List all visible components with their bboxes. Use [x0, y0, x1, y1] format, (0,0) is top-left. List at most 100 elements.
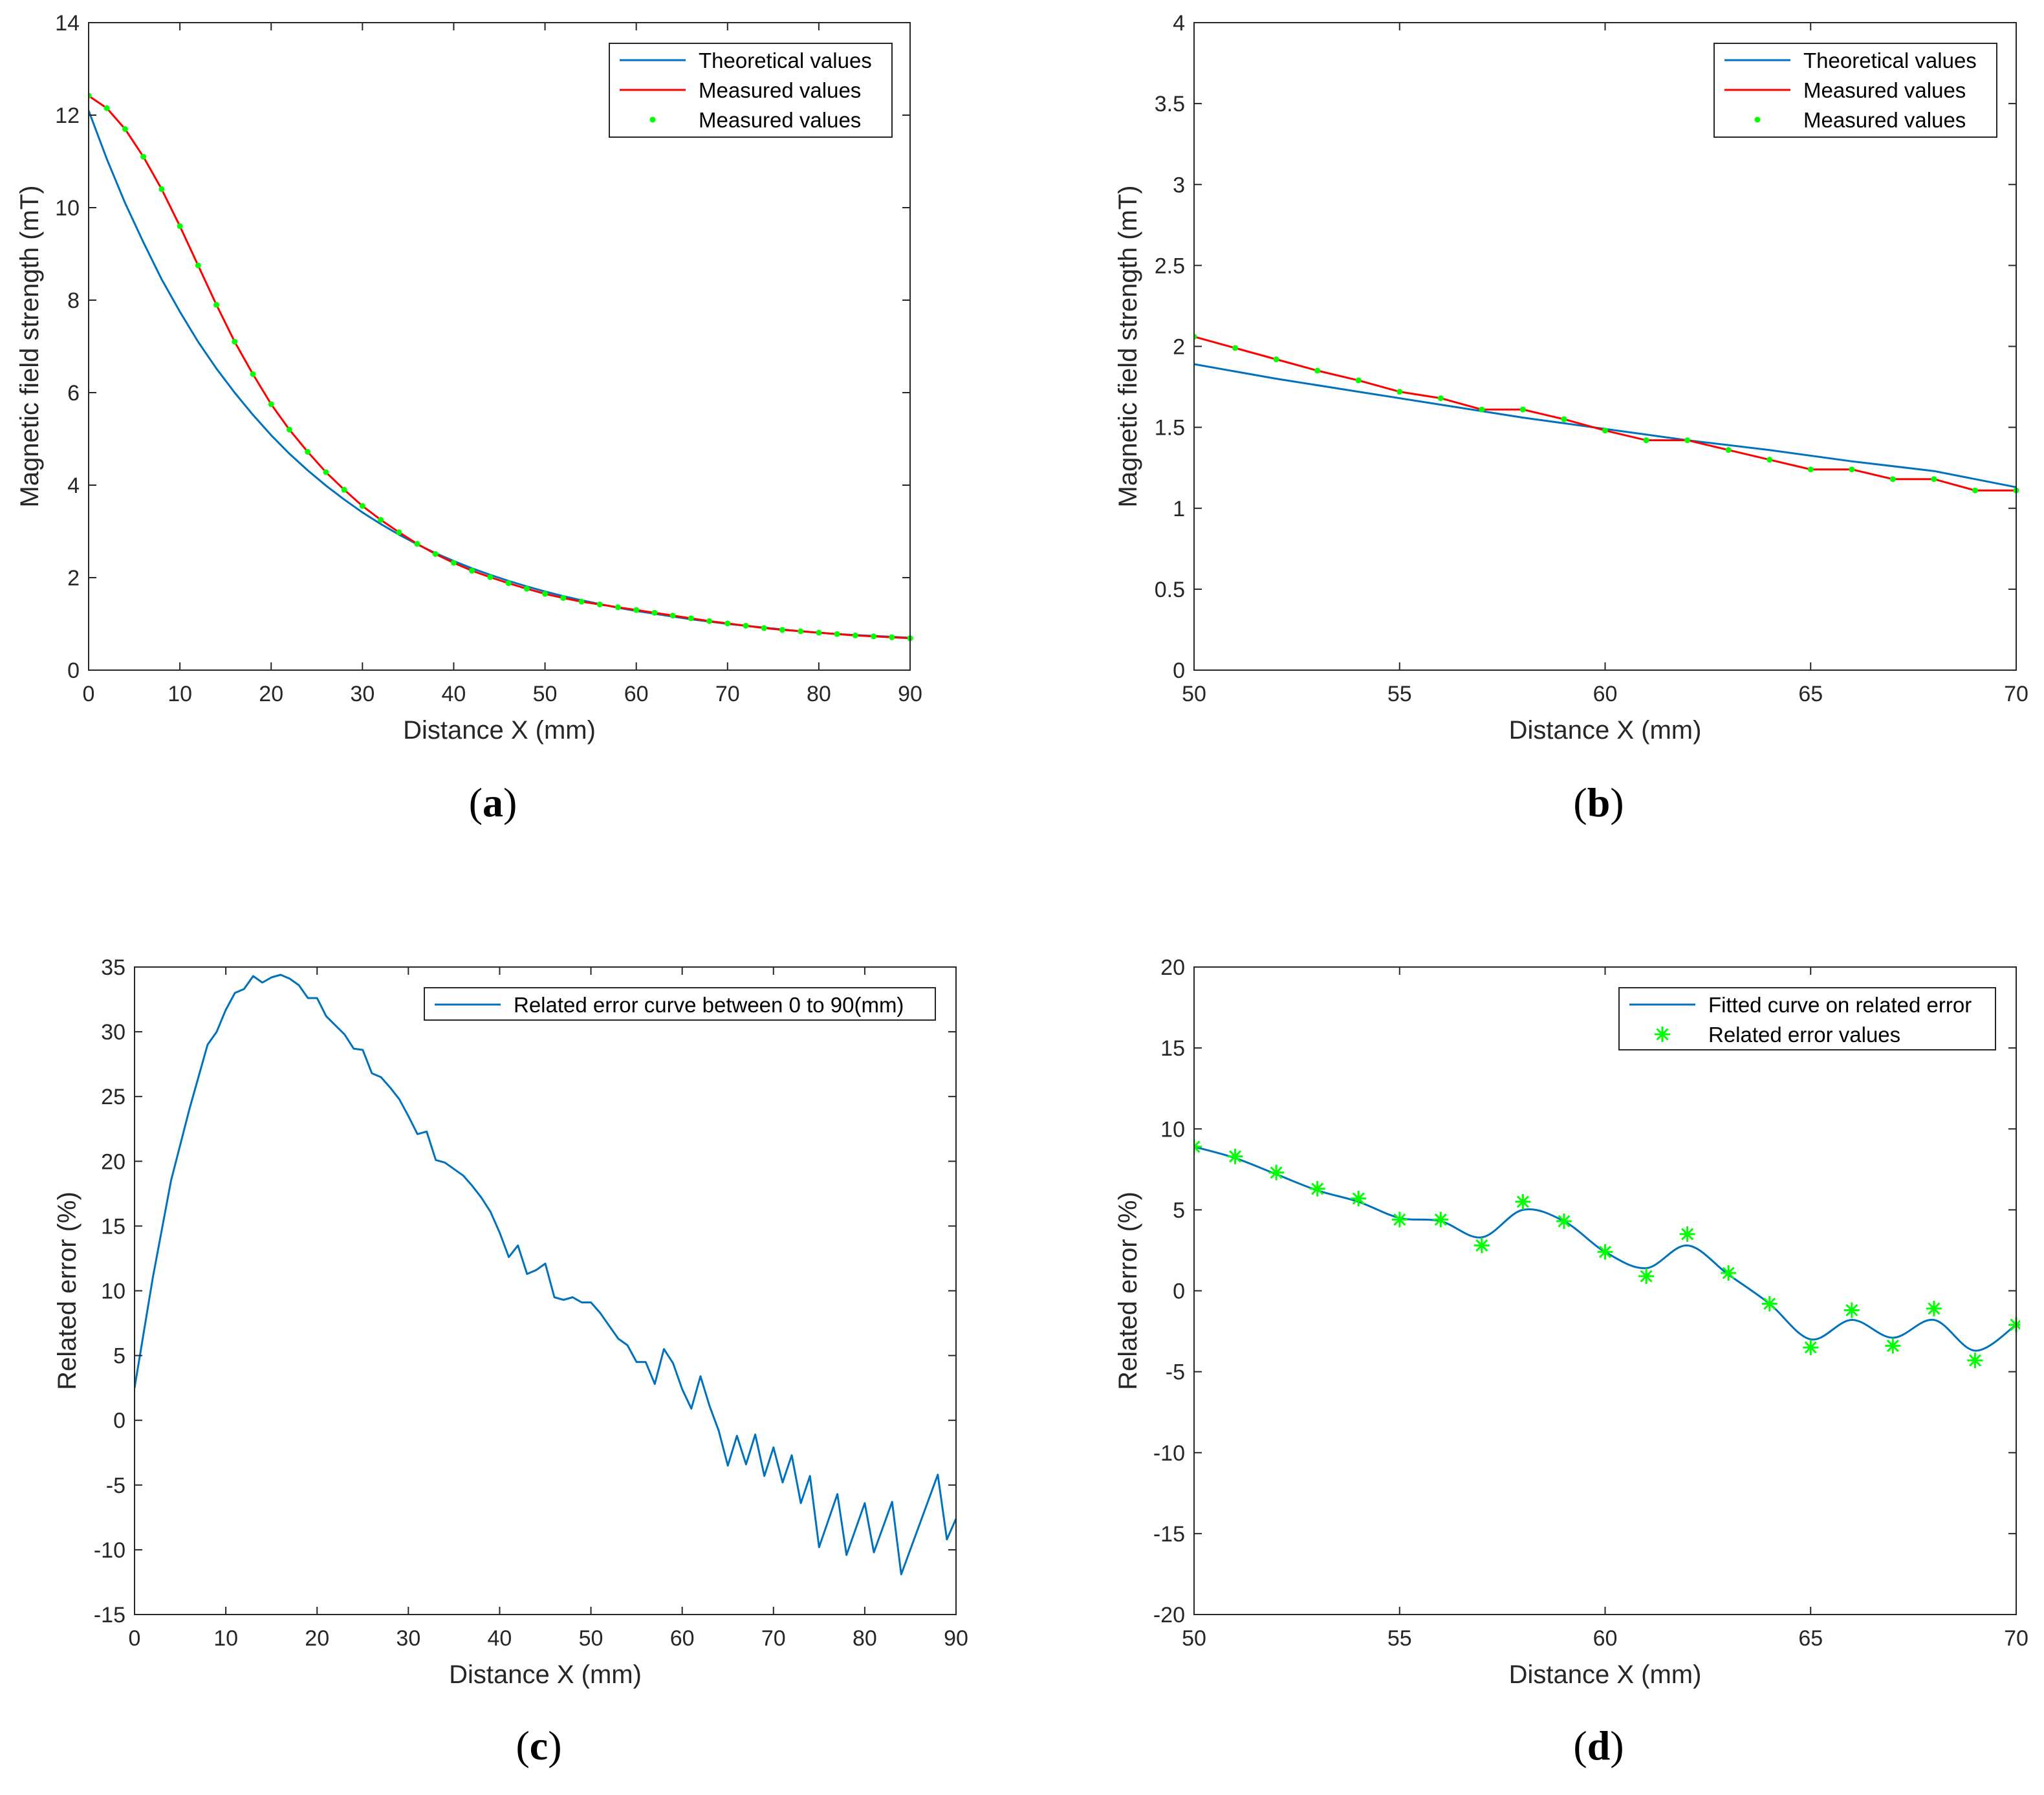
series-measured-values-point — [158, 186, 165, 192]
y-tick-label: 8 — [67, 288, 80, 313]
panel-a-chart: 0 10 20 30 40 50 60 70 80 90 0 2 4 6 8 10 12 14 Distance X… — [16, 11, 922, 825]
y-tick-label: -20 — [1153, 1603, 1185, 1627]
series-measured-values-point — [1767, 457, 1773, 463]
series-group — [1194, 1138, 2020, 1369]
x-tick-label: 70 — [2004, 682, 2028, 706]
y-tick-label: 25 — [101, 1085, 125, 1109]
y-tick-label: 15 — [101, 1214, 125, 1239]
legend-box — [424, 987, 936, 1021]
series-measured-values-point — [1355, 377, 1362, 384]
y-tick-label: 35 — [101, 955, 125, 980]
series-measured-values-point — [542, 591, 549, 597]
series-measured-values-point — [1437, 395, 1444, 402]
series-measured-values-point — [250, 371, 256, 377]
x-tick-label: 65 — [1798, 1626, 1823, 1651]
y-tick-label: 1.5 — [1155, 416, 1185, 441]
y-axis-label: Magnetic field strength (mT) — [16, 186, 44, 508]
x-tick-label: 90 — [944, 1626, 968, 1651]
y-axis-label: Related error (%) — [1114, 1191, 1142, 1390]
legend-entry-label: Fitted curve on related error — [1708, 993, 1972, 1017]
x-tick-label: 80 — [853, 1626, 877, 1651]
plot-area — [1194, 967, 2016, 1615]
y-tick-label: -15 — [1153, 1522, 1185, 1547]
legend-box — [1618, 987, 1996, 1050]
series-measured-values-point — [1643, 437, 1649, 444]
series-measured-values-point — [1232, 345, 1239, 351]
legend-entry-label: Related error values — [1708, 1023, 1900, 1047]
series-measured-values-point — [1889, 476, 1896, 483]
series-group — [89, 92, 913, 642]
series-measured-values-point — [1273, 356, 1279, 363]
caption-paren-open: ( — [516, 1723, 529, 1768]
y-tick-label: 10 — [55, 196, 80, 221]
series-measured-values-point — [487, 574, 494, 580]
caption-letter: a — [483, 779, 503, 825]
series-related-error-values-marker — [1721, 1265, 1737, 1281]
series-measured-values-point — [1194, 333, 1197, 340]
series-measured-values-point — [305, 449, 311, 455]
y-tick-label: 0 — [1173, 658, 1185, 683]
x-tick-label: 55 — [1387, 682, 1412, 706]
x-tick-label: 10 — [213, 1626, 238, 1651]
series-measured-values-point — [1479, 406, 1485, 413]
x-tick-label: 40 — [442, 682, 466, 706]
series-related-error-values-marker — [1433, 1212, 1449, 1228]
y-tick-label: 6 — [67, 381, 80, 406]
series-related-error-values-marker — [1515, 1193, 1531, 1210]
series-related-error-values-marker — [1227, 1148, 1243, 1164]
series-related-error-values-marker — [1967, 1353, 1983, 1369]
y-tick-label: 2 — [67, 566, 80, 591]
series-measured-values-point — [633, 607, 640, 613]
y-tick-label: 12 — [55, 103, 80, 128]
series-measured-values-point — [89, 92, 92, 99]
series-measured-values-point — [889, 634, 895, 640]
series-measured-values-point — [816, 629, 822, 636]
series-measured-values-point — [798, 628, 804, 635]
series-related-error-values-marker — [1391, 1212, 1408, 1228]
x-tick-label: 60 — [670, 1626, 695, 1651]
series-measured-values-line — [89, 94, 911, 640]
series-related-error-values-marker — [1556, 1213, 1572, 1229]
series-measured-values-point — [1931, 476, 1937, 483]
series-measured-values-point — [213, 301, 220, 308]
y-tick-label: 10 — [101, 1279, 125, 1304]
series-measured-values-point — [268, 401, 274, 408]
y-tick-label: 2 — [1173, 335, 1185, 360]
series-group — [1194, 333, 2019, 494]
panel-c-chart: 0 10 20 30 40 50 60 70 80 90 -15 -10 -5 0 5 10 15 20 25 30 3… — [53, 955, 968, 1768]
legend-entry-label: Measured values — [699, 108, 861, 132]
legend-swatch-star — [1655, 1027, 1670, 1042]
y-tick-label: 5 — [1173, 1198, 1185, 1223]
y-tick-label: 20 — [1160, 955, 1185, 980]
y-tick-label: -10 — [1153, 1441, 1185, 1466]
series-measured-values-point — [1314, 367, 1321, 374]
x-tick-label: 60 — [624, 682, 649, 706]
panel-caption: (a) — [469, 779, 517, 825]
y-tick-label: 0 — [113, 1409, 125, 1433]
series-fitted-curve-on-related-error-curve — [1194, 1146, 2017, 1352]
y-tick-label: -5 — [106, 1474, 125, 1498]
x-tick-label: 10 — [168, 682, 192, 706]
series-measured-values-point — [103, 105, 110, 111]
series-related-error-values-marker — [1679, 1226, 1695, 1242]
x-tick-label: 40 — [488, 1626, 512, 1651]
y-tick-label: 10 — [1160, 1117, 1185, 1142]
legend-entry-label: Theoretical values — [699, 49, 872, 72]
y-tick-label: 0.5 — [1155, 578, 1185, 602]
series-measured-values-point — [761, 625, 767, 631]
caption-letter: d — [1587, 1723, 1611, 1768]
x-tick-label: 50 — [579, 1626, 603, 1651]
series-measured-values-point — [140, 153, 147, 160]
series-related-error-values-marker — [1843, 1302, 1860, 1318]
x-tick-label: 80 — [807, 682, 831, 706]
series-measured-values-point — [596, 601, 603, 607]
x-tick-label: 0 — [129, 1626, 141, 1651]
series-measured-values-point — [724, 620, 731, 627]
x-tick-label: 90 — [898, 682, 922, 706]
x-axis-label: Distance X (mm) — [1509, 1660, 1702, 1689]
series-measured-values-point — [688, 615, 694, 622]
series-measured-values-point — [651, 609, 658, 616]
x-axis-label: Distance X (mm) — [1509, 716, 1702, 745]
series-measured-values-point — [743, 622, 749, 629]
